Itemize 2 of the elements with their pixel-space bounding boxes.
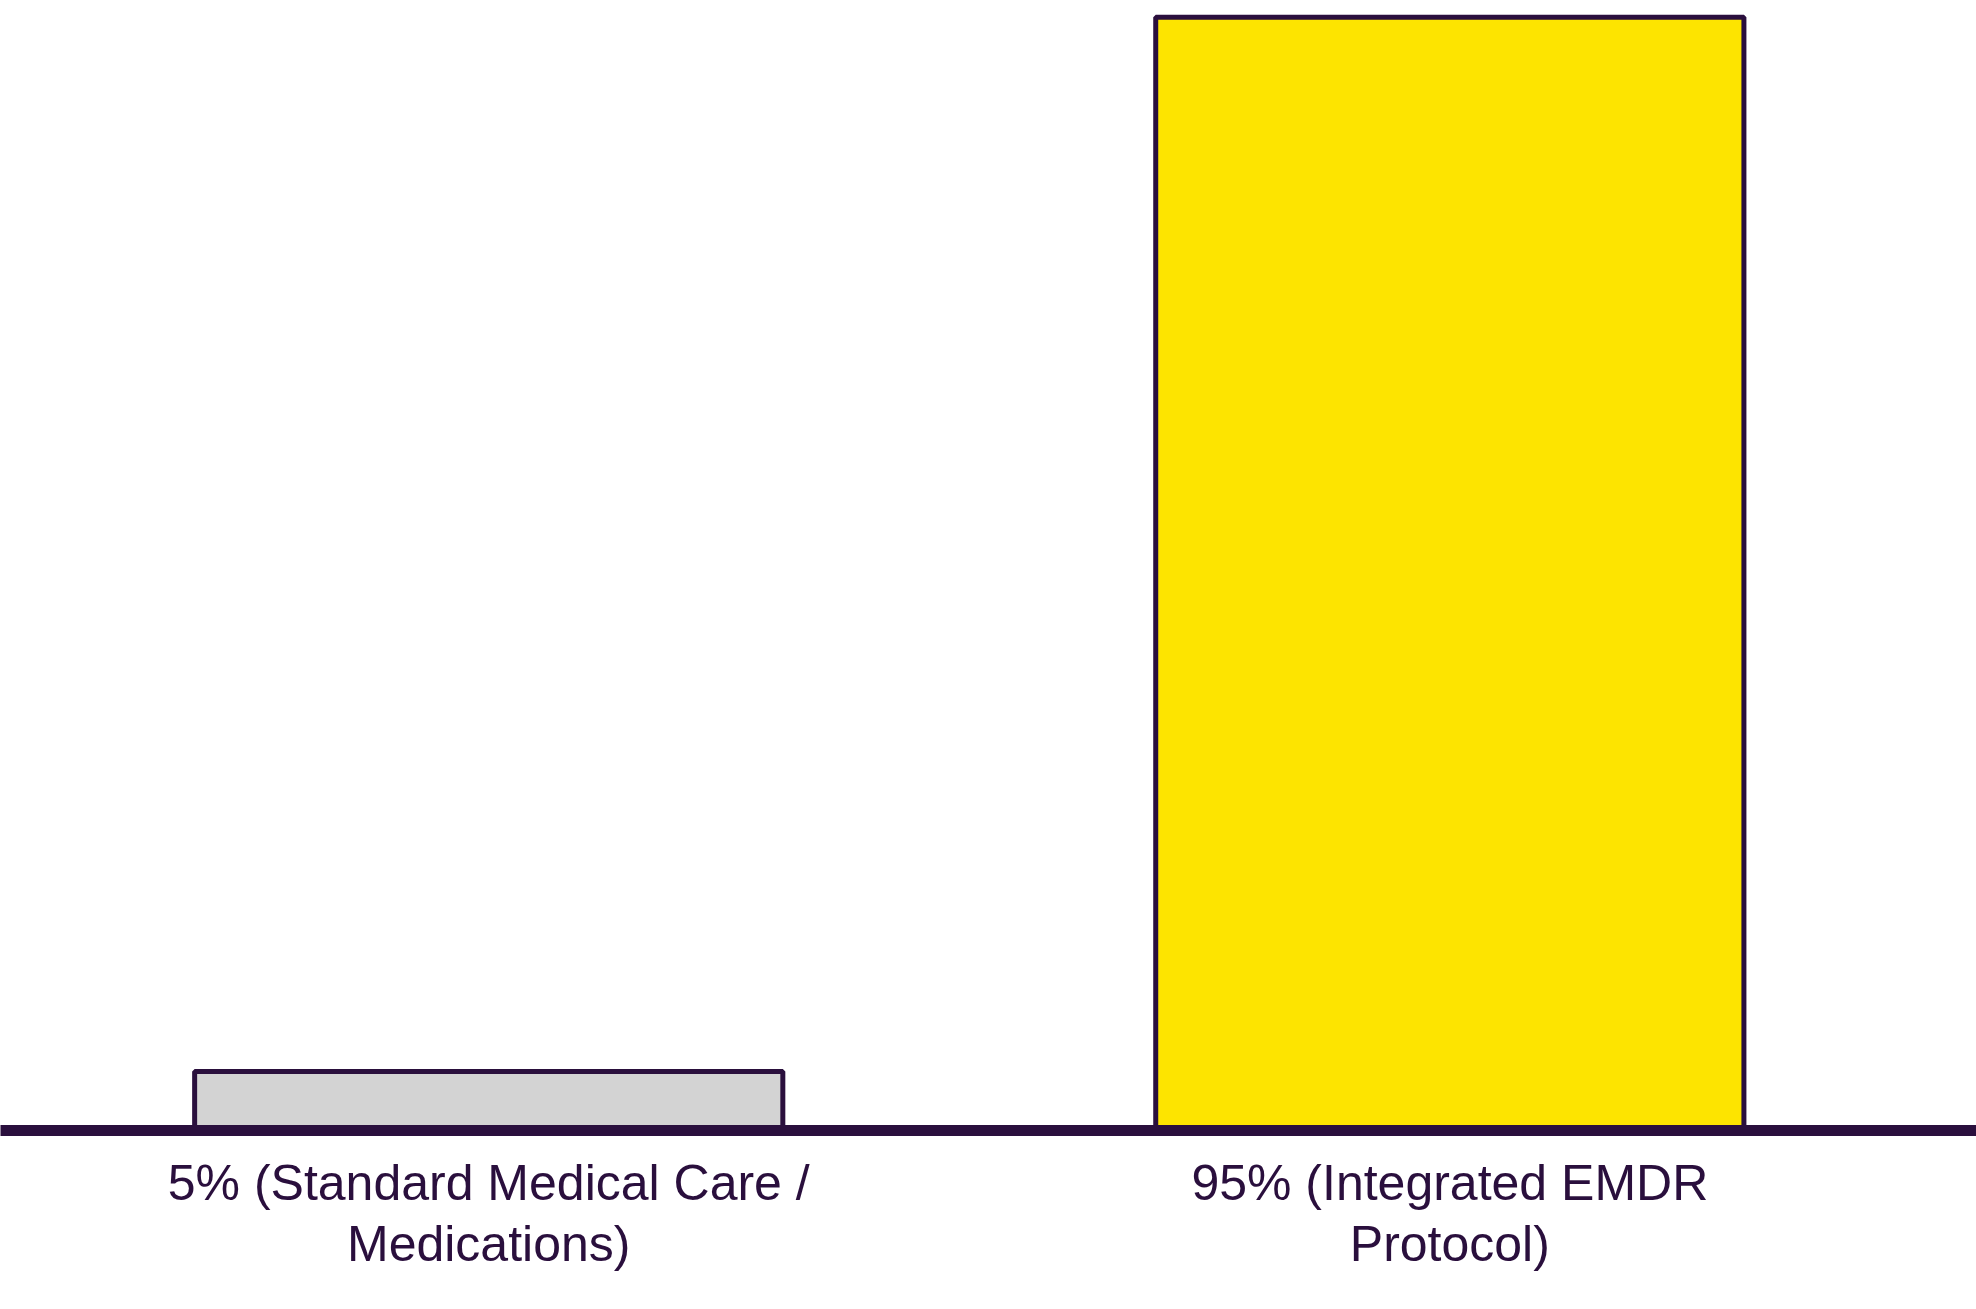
x-tick-label: 95% (Integrated EMDR Protocol)	[1191, 1154, 1709, 1273]
x-tick-label: 5% (Standard Medical Care / Medications)	[167, 1154, 810, 1273]
